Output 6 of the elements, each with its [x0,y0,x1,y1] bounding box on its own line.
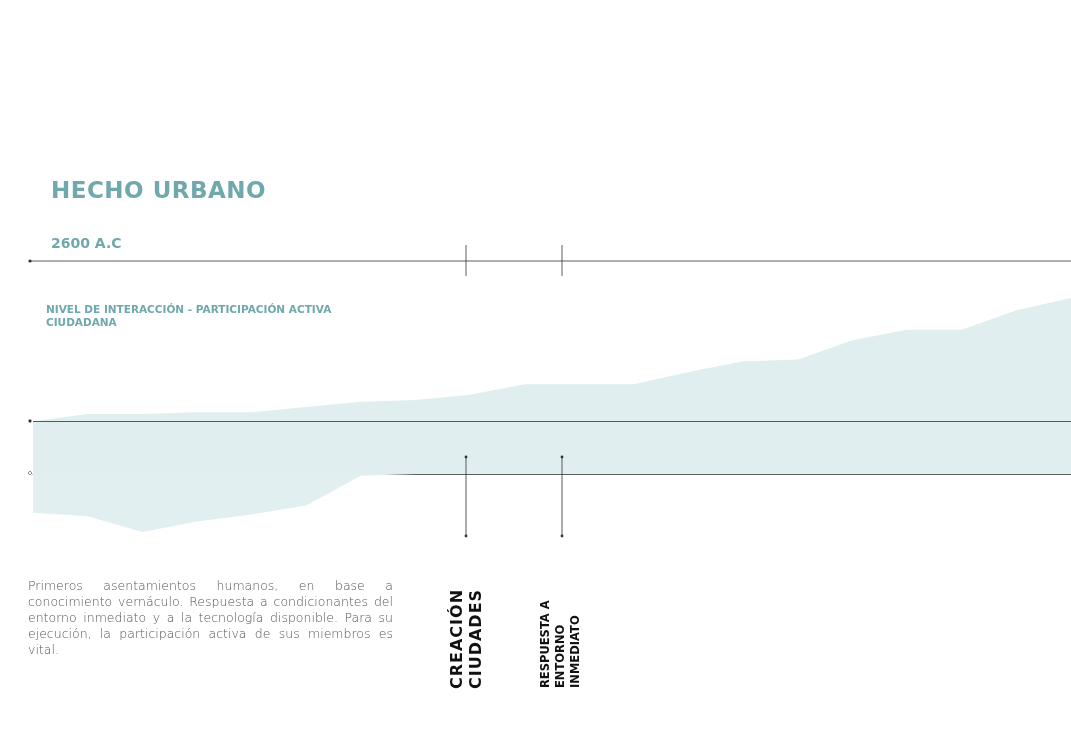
text: 2600 A.C [51,235,122,251]
y-axis-title: NIVEL DE INTERACCIÓN - PARTICIPACIÓN ACTIVA CIUDADANA [46,303,333,329]
text: CREACIÓN CIUDADES [447,587,485,689]
chart-title: HECHO URBANO [51,177,267,203]
text: RESPUESTA A ENTORNO INMEDIATO [538,599,583,688]
text: Primeros asentamientos humanos, en base a conocimiento vernáculo. Respuesta a condicionantes del entorno inmediato y a la tecnología disponible. Para su ejecución, la participación activa de sus miembros es vital. [28,578,393,658]
